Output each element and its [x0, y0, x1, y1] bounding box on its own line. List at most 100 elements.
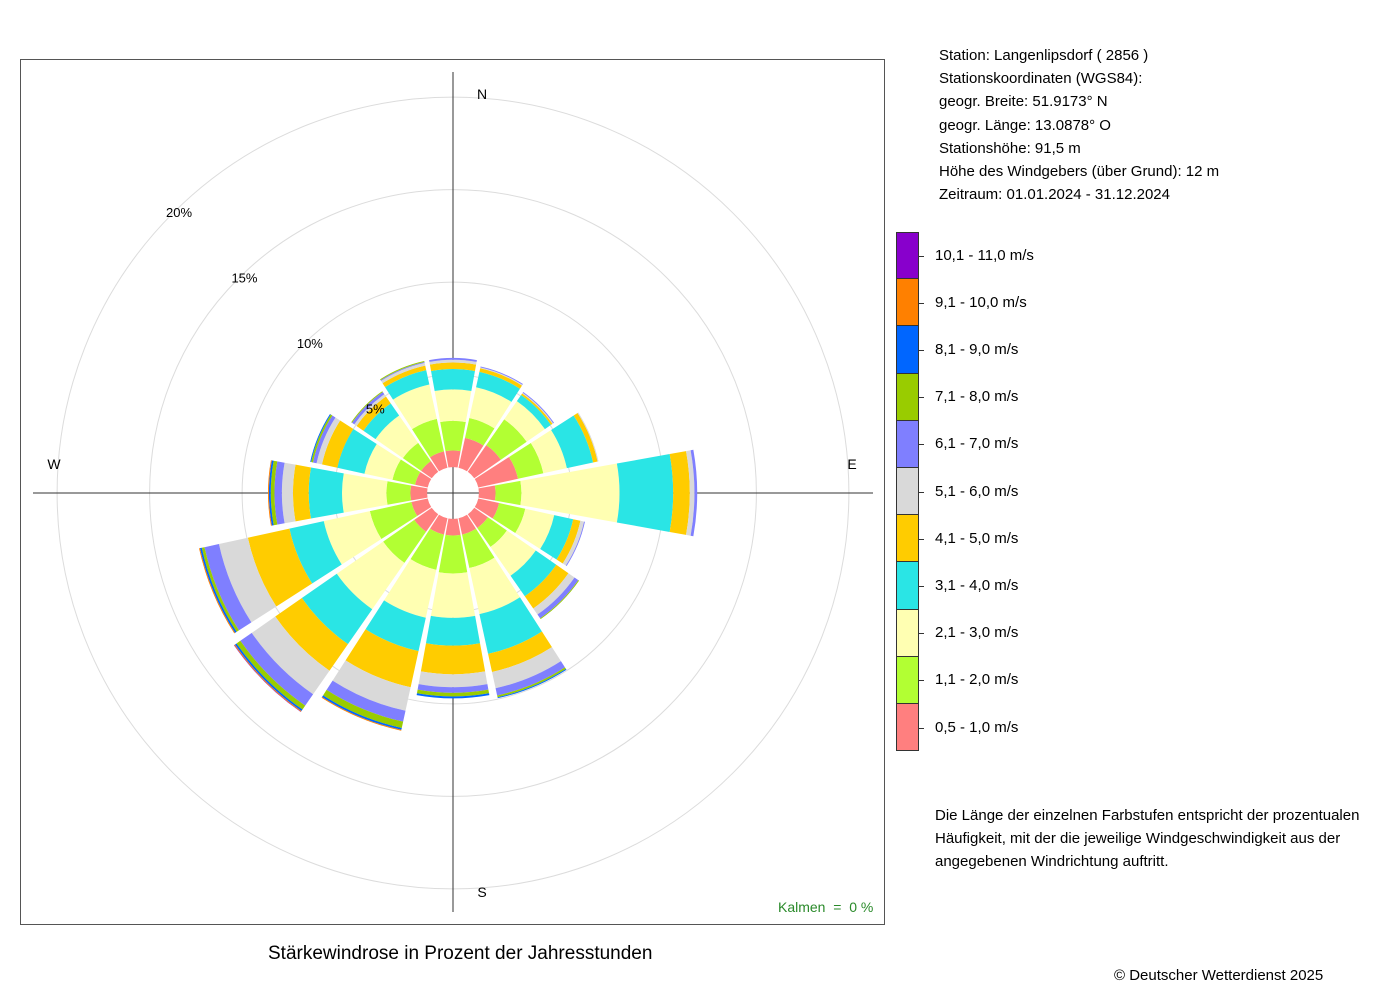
bar-segment-ese-2 [492, 503, 526, 533]
bar-segment-nne-4 [476, 371, 520, 402]
bar-segment-nw-2 [402, 442, 431, 471]
bar-segment-w-7 [274, 461, 285, 525]
bar-segment-nne-3 [469, 387, 512, 429]
station-name: Station: Langenlipsdorf ( 2856 ) [939, 47, 1149, 64]
bar-segment-wsw-7 [204, 544, 252, 631]
bar-segment-n-3 [434, 389, 472, 422]
bar-segment-ene-1 [474, 457, 519, 488]
bar-segment-nne-6 [480, 367, 523, 386]
radial-tick-label: 5% [366, 401, 385, 416]
compass-label-n: N [477, 86, 487, 102]
bar-segment-wsw-3 [323, 511, 382, 565]
legend-label: 2,1 - 3,0 m/s [935, 624, 1019, 642]
note-line: Die Länge der einzelnen Farbstufen entsp… [935, 807, 1360, 824]
bar-segment-s-9 [416, 693, 490, 699]
bar-segment-n-5 [429, 362, 477, 372]
bar-segment-ne-3 [504, 401, 545, 442]
bar-segment-nne-7 [480, 366, 523, 385]
note-line: Häufigkeit, mit der die jeweilige Windge… [935, 830, 1341, 848]
bar-segment-ese-6 [562, 520, 585, 566]
legend-label: 3,1 - 4,0 m/s [935, 577, 1019, 594]
bar-segment-nw-4 [363, 403, 400, 440]
calm-readout: Kalmen = 0 % [778, 899, 873, 915]
legend-swatch [896, 656, 919, 704]
explanation-note: Die Länge der einzelnen Farbstufen entsp… [935, 804, 1359, 874]
bar-segment-wsw-6 [218, 537, 277, 623]
bar-segment-w-10 [267, 460, 272, 526]
legend-tick [919, 727, 924, 729]
bar-segment-ssw-5 [345, 629, 419, 688]
bar-segment-n-2 [440, 420, 466, 452]
bar-segment-e-3 [520, 463, 620, 523]
bar-segment-ese-1 [474, 498, 500, 519]
bar-segment-s-5 [420, 643, 486, 675]
bar-segment-nne-2 [465, 417, 495, 446]
bar-segment-sse-5 [488, 631, 552, 672]
bar-segment-sse-1 [458, 514, 476, 535]
bar-segment-sse-6 [492, 647, 561, 689]
bar-segment-n-6 [429, 359, 477, 365]
legend-swatch [896, 279, 919, 327]
bar-segment-wnw-8 [311, 414, 333, 463]
legend-tick [919, 350, 924, 351]
bar-segment-w-4 [308, 467, 344, 519]
bar-segment-wnw-6 [316, 417, 341, 465]
bar-segment-nnw-6 [381, 362, 426, 384]
bar-segment-ese-7 [565, 521, 585, 566]
bar-segment-se-7 [537, 577, 579, 619]
bar-segment-ese-5 [556, 519, 581, 564]
bar-segment-ene-3 [530, 430, 567, 474]
bar-segment-nnw-3 [393, 384, 437, 430]
bar-segment-s-8 [416, 689, 490, 697]
bar-segment-ene-4 [551, 415, 594, 469]
sensor-height: Höhe des Windgebers (über Grund): 12 m [939, 163, 1220, 181]
latitude: geogr. Breite: 51.9173° N [939, 93, 1108, 111]
legend-swatch [896, 562, 919, 610]
bar-segment-e-6 [686, 450, 695, 536]
bar-segment-e-5 [669, 451, 690, 535]
bar-segment-s-7 [417, 684, 489, 693]
bar-segment-w-5 [292, 464, 311, 522]
bar-segment-ssw-1 [430, 514, 448, 535]
legend-tick [919, 255, 924, 257]
bar-segment-w-3 [341, 473, 388, 513]
legend-tick [919, 680, 924, 682]
bar-segment-s-6 [418, 671, 488, 688]
compass-label-w: W [47, 456, 61, 472]
bar-segment-se-5 [524, 564, 569, 609]
bar-segment-wsw-9 [199, 547, 237, 633]
legend-tick [919, 444, 924, 446]
legend-label: 1,1 - 2,0 m/s [935, 671, 1019, 689]
bar-segment-nne-1 [458, 437, 484, 472]
bar-segment-sse-8 [497, 667, 566, 698]
legend-swatch [896, 373, 919, 421]
legend-swatch [896, 420, 919, 468]
wind-rose-chart: 5% 10% 15% 20% N E S W [33, 72, 873, 912]
bar-segment-nnw-8 [380, 361, 425, 381]
bar-segment-n-7 [429, 357, 477, 362]
bar-segment-sw-1 [414, 507, 439, 532]
bar-segment-sse-4 [479, 597, 542, 654]
bar-segment-se-2 [477, 517, 507, 547]
bar-segment-nw-1 [421, 461, 439, 479]
bar-segment-sw-2 [383, 519, 427, 563]
bar-segment-e-7 [690, 449, 698, 537]
bar-segment-ssw-3 [384, 559, 437, 618]
bar-segment-s-4 [425, 615, 481, 646]
radial-tick-label: 20% [166, 205, 192, 220]
coords-heading: Stationskoordinaten (WGS84): [939, 70, 1143, 88]
bar-segment-ne-2 [486, 419, 527, 460]
bar-segment-w-6 [281, 462, 296, 524]
legend-label: 5,1 - 6,0 m/s [935, 482, 1019, 500]
bar-segment-wnw-4 [337, 429, 377, 474]
bar-segment-ene-5 [573, 413, 598, 463]
bar-segment-nw-3 [375, 415, 419, 459]
bar-segment-nw-5 [356, 396, 391, 431]
bar-segment-se-6 [533, 573, 575, 615]
bar-segment-sse-7 [495, 661, 565, 696]
bar-segment-wnw-7 [312, 415, 336, 464]
bar-segment-ese-3 [515, 508, 555, 549]
bar-segment-e-4 [616, 454, 674, 532]
legend-label: 7,1 - 8,0 m/s [935, 388, 1019, 406]
bar-segment-wnw-1 [415, 472, 432, 488]
